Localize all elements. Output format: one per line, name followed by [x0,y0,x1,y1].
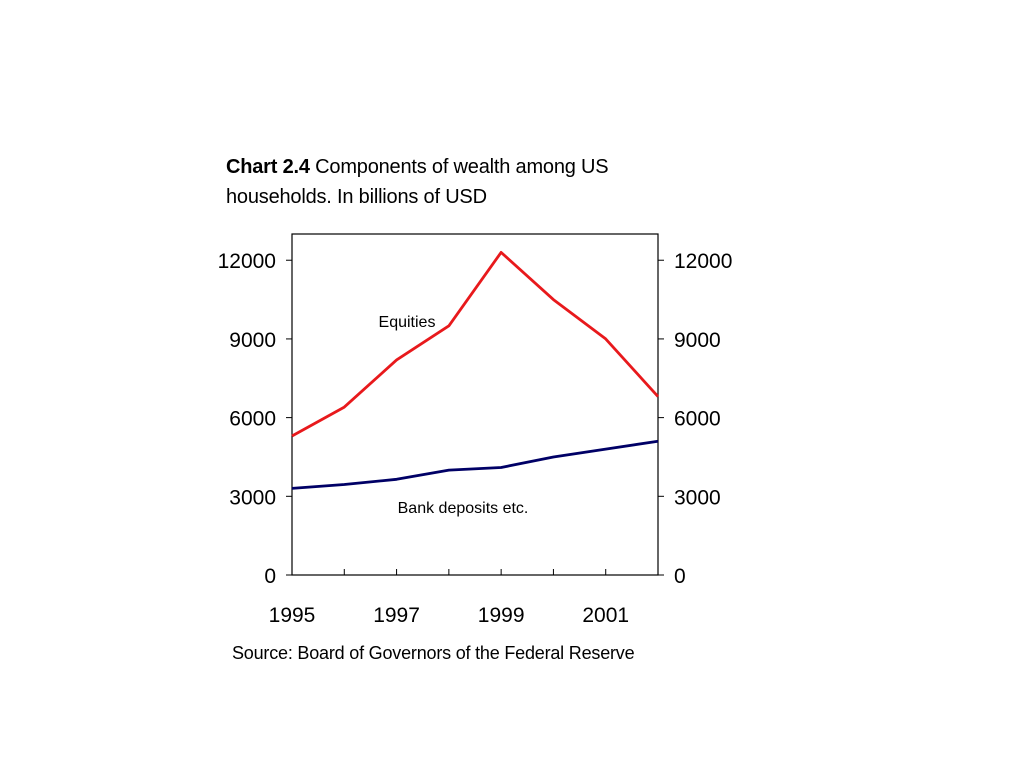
y-tick-label-left: 3000 [229,486,276,509]
y-tick-label-right: 6000 [674,408,721,431]
chart-title-number: Chart 2.4 [226,156,310,178]
series-line [291,250,660,438]
chart-title-text: Components of wealth among US households… [226,156,609,208]
y-tick-label-right: 9000 [674,329,721,352]
source-note: Source: Board of Governors of the Federa… [232,643,635,663]
series-label-equities: Equities [379,314,436,331]
y-tick-label-left: 6000 [229,408,276,431]
y-tick-label-left: 0 [264,565,276,588]
x-tick-label: 1997 [373,604,420,627]
y-tick-label-left: 12000 [218,250,276,273]
y-tick-label-right: 3000 [674,486,721,509]
x-tick-label: 1995 [269,604,316,627]
plot-frame [291,233,659,576]
chart-title: Chart 2.4 Components of wealth among US … [226,152,666,212]
x-tick-label: 2001 [582,604,629,627]
y-tick-label-right: 0 [674,565,686,588]
series-label-bank-deposits: Bank deposits etc. [398,500,529,517]
x-tick-label: 1999 [478,604,525,627]
y-tick-label-right: 12000 [674,250,732,273]
y-tick-label-left: 9000 [229,329,276,352]
series-line [291,439,659,490]
